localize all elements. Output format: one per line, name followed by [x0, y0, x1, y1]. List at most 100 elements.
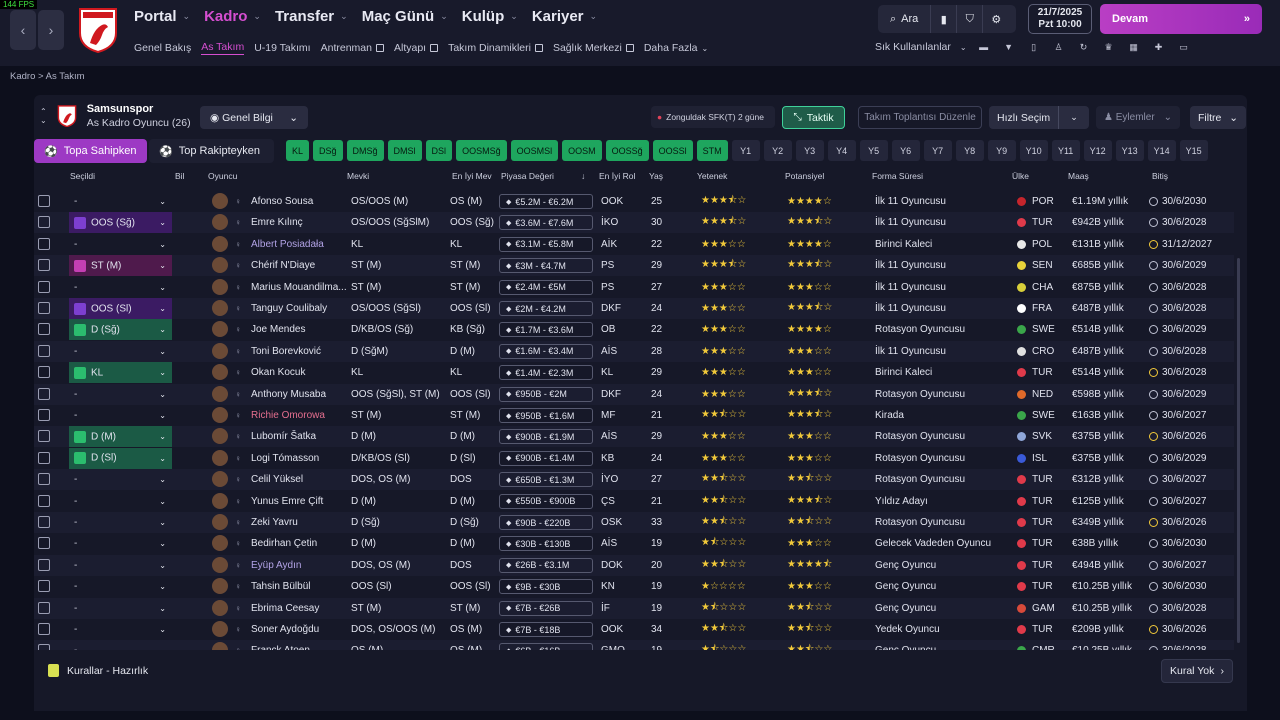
select-checkbox[interactable] [38, 494, 50, 507]
set-piece-chip[interactable]: Y2 [763, 140, 792, 161]
select-checkbox[interactable] [38, 344, 50, 357]
header-player[interactable]: Oyuncu [208, 171, 238, 181]
tactics-button[interactable]: ⤡ Taktik [782, 106, 845, 129]
selection-dropdown[interactable]: -⌄ [69, 640, 172, 650]
team-meeting-button[interactable]: Takım Toplantısı Düzenle [858, 106, 982, 129]
selection-dropdown[interactable]: OOS (Sl) ⌄ [69, 298, 172, 319]
select-checkbox[interactable] [38, 259, 50, 272]
position-chip[interactable]: OOSSğ [605, 140, 649, 161]
table-scrollbar[interactable] [1237, 258, 1240, 643]
header-potential[interactable]: Potansiyel [785, 171, 825, 181]
player-name[interactable]: Logi Tómasson [251, 452, 320, 464]
table-row[interactable]: D (M) ⌄ ♀ Lubomír Šatka D (M) D (M) ◆ €900B - €… [34, 426, 1234, 448]
medical-icon[interactable]: ✚ [1154, 41, 1163, 52]
select-checkbox[interactable] [38, 644, 50, 650]
selection-dropdown[interactable]: D (M) ⌄ [69, 426, 172, 448]
player-name[interactable]: Chérif N'Diaye [251, 260, 316, 272]
select-checkbox[interactable] [38, 537, 50, 550]
select-checkbox[interactable] [38, 302, 50, 314]
player-name[interactable]: Yunus Emre Çift [251, 495, 324, 507]
table-row[interactable]: - ⌄ ♀ Afonso Sousa OS/OOS (M) OS (M) ◆ €5.2M - … [34, 191, 1234, 212]
table-row[interactable]: OOS (Sğ) ⌄ ♀ Emre Kılınç OS/OOS (SğSlM) OOS (… [34, 212, 1234, 234]
position-chip[interactable]: OOSM [562, 140, 602, 161]
table-row[interactable]: - ⌄ ♀ Ebrima Ceesay ST (M) ST (M) ◆ €7B - €26B İ… [34, 597, 1234, 619]
header-wage[interactable]: Maaş [1068, 171, 1089, 181]
position-chip[interactable]: OOSSl [652, 140, 693, 161]
nav-4[interactable]: Kulüp ⌄ [462, 8, 518, 25]
set-piece-chip[interactable]: Y13 [1115, 140, 1144, 161]
nav-2[interactable]: Transfer ⌄ [275, 8, 348, 25]
player-name[interactable]: Celil Yüksel [251, 474, 304, 486]
rules-info[interactable]: Kurallar - Hazırlık [48, 664, 148, 677]
settings-button[interactable]: ⚙ [983, 5, 1009, 33]
selection-dropdown[interactable]: -⌄ [69, 576, 172, 597]
table-row[interactable]: - ⌄ ♀ Yunus Emre Çift D (M) D (M) ◆ €550B - €90… [34, 491, 1234, 512]
select-checkbox[interactable] [38, 473, 50, 486]
player-name[interactable]: Toni Borevković [251, 345, 322, 357]
select-checkbox[interactable] [38, 430, 50, 443]
table-row[interactable]: KL ⌄ ♀ Okan Kocuk KL KL ◆ €1.4M - €2.3M KL 29 ★★★☆… [34, 362, 1234, 384]
quick-pick-button[interactable]: Hızlı Seçim [989, 106, 1060, 129]
set-piece-chip[interactable]: Y5 [859, 140, 888, 161]
table-row[interactable]: D (Sğ) ⌄ ♀ Joe Mendes D/KB/OS (Sğ) KB (Sğ) ◆ €1… [34, 319, 1234, 341]
header-known[interactable]: Bil [175, 171, 185, 181]
table-row[interactable]: ST (M) ⌄ ♀ Chérif N'Diaye ST (M) ST (M) ◆ €3M -… [34, 255, 1234, 277]
nav-1[interactable]: Kadro ⌄ [204, 8, 261, 25]
header-position[interactable]: Mevki [347, 171, 370, 181]
table-row[interactable]: - ⌄ ♀ Albert Posiadała KL KL ◆ €3.1M - €5.8M AİK… [34, 234, 1234, 255]
nav-3[interactable]: Maç Günü ⌄ [362, 8, 448, 25]
player-name[interactable]: Eyüp Aydın [251, 559, 302, 571]
next-match-notice[interactable]: ● Zonguldak SFK(T) 2 güne [651, 106, 775, 128]
select-checkbox[interactable] [38, 451, 50, 464]
set-piece-chip[interactable]: Y10 [1019, 140, 1048, 161]
select-checkbox[interactable] [38, 216, 50, 229]
breadcrumb-as-takim[interactable]: As Takım [45, 71, 85, 82]
shield-button[interactable]: ⛉ [957, 5, 984, 33]
back-button[interactable]: ‹ [10, 10, 36, 50]
subnav-item-4[interactable]: Altyapı [394, 42, 439, 54]
calendar-icon[interactable]: ▦ [1129, 41, 1138, 52]
bookmark-button[interactable]: ▮ [931, 5, 958, 33]
table-row[interactable]: - ⌄ ♀ Richie Omorowa ST (M) ST (M) ◆ €950B - €1… [34, 405, 1234, 426]
table-row[interactable]: - ⌄ ♀ Eyüp Aydın DOS, OS (M) DOS ◆ €26B - €3.1M… [34, 554, 1234, 576]
position-chip[interactable]: DMSl [387, 140, 422, 161]
training-icon[interactable]: ♙ [1054, 41, 1063, 52]
selection-dropdown[interactable]: -⌄ [69, 469, 172, 490]
select-checkbox[interactable] [38, 280, 50, 293]
quick-pick-dropdown[interactable]: ⌄ [1059, 112, 1089, 123]
selection-dropdown[interactable]: -⌄ [69, 598, 172, 619]
player-name[interactable]: Emre Kılınç [251, 217, 303, 229]
set-piece-chip[interactable]: Y14 [1147, 140, 1176, 161]
set-piece-chip[interactable]: Y4 [827, 140, 856, 161]
continue-button[interactable]: Devam » [1100, 4, 1262, 34]
select-checkbox[interactable] [38, 195, 50, 207]
search-button[interactable]: ⌕ Ara [878, 5, 932, 33]
forward-button[interactable]: › [38, 10, 64, 50]
sort-arrow-icon[interactable]: ↓ [581, 171, 586, 181]
set-piece-chip[interactable]: Y8 [955, 140, 984, 161]
selection-dropdown[interactable]: -⌄ [69, 384, 172, 405]
filter-button[interactable]: Filtre ⌄ [1190, 106, 1246, 129]
trophy-icon[interactable]: ♛ [1104, 41, 1113, 52]
player-name[interactable]: Franck Atoen [251, 640, 346, 650]
set-piece-chip[interactable]: Y15 [1179, 140, 1208, 161]
shirt-icon[interactable]: ▼ [1004, 42, 1014, 52]
position-chip[interactable]: STM [696, 140, 728, 161]
selection-dropdown[interactable]: -⌄ [69, 555, 172, 576]
set-piece-chip[interactable]: Y7 [923, 140, 952, 161]
set-piece-chip[interactable]: Y3 [795, 140, 824, 161]
select-checkbox[interactable] [38, 558, 50, 571]
select-checkbox[interactable] [38, 237, 50, 250]
player-name[interactable]: Marius Mouandilma... [251, 281, 346, 293]
table-row[interactable]: - ⌄ ♀ Soner Aydoğdu DOS, OS/OOS (M) OS (M) ◆ €7… [34, 619, 1234, 640]
player-name[interactable]: Zeki Yavru [251, 517, 298, 528]
header-best-position[interactable]: En İyi Mev [452, 171, 492, 181]
chat-icon[interactable]: ▬ [979, 42, 989, 52]
table-row[interactable]: OOS (Sl) ⌄ ♀ Tanguy Coulibaly OS/OOS (SğSl) O… [34, 298, 1234, 319]
selection-dropdown[interactable]: -⌄ [69, 619, 172, 640]
select-checkbox[interactable] [38, 409, 50, 421]
player-name[interactable]: Lubomír Šatka [251, 431, 317, 443]
set-piece-chip[interactable]: Y6 [891, 140, 920, 161]
selection-dropdown[interactable]: -⌄ [69, 277, 172, 298]
selection-dropdown[interactable]: -⌄ [69, 341, 172, 362]
